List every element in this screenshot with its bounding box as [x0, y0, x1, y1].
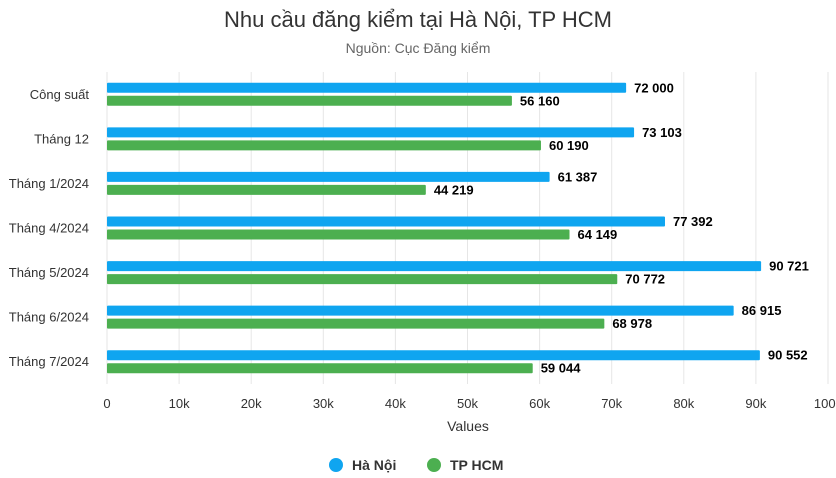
data-label: 56 160	[520, 93, 560, 108]
bar-ha-noi[interactable]	[107, 82, 627, 93]
category-label: Tháng 1/2024	[9, 176, 89, 191]
bar-ha-noi[interactable]	[107, 127, 635, 138]
bar-tp-hcm[interactable]	[107, 274, 618, 285]
bar-tp-hcm[interactable]	[107, 140, 541, 151]
chart-subtitle: Nguồn: Cục Đăng kiểm	[346, 40, 491, 56]
x-tick-label: 20k	[241, 396, 262, 411]
legend-label: Hà Nội	[352, 457, 396, 473]
legend[interactable]: Hà Nội TP HCM	[329, 457, 503, 473]
x-tick-label: 70k	[601, 396, 622, 411]
data-label: 64 149	[578, 227, 618, 242]
data-label: 44 219	[434, 182, 474, 197]
legend-marker	[329, 458, 343, 472]
x-tick-label: 0	[103, 396, 110, 411]
data-label: 70 772	[625, 272, 665, 287]
x-axis-ticks: 0 10k 20k 30k 40k 50k 60k 70k 80k 90k 100k	[103, 396, 836, 411]
bar-ha-noi[interactable]	[107, 261, 762, 272]
bars: 72 000 56 160 73 103 60 190 61 387 44 219 77 3…	[107, 80, 809, 376]
category-label: Tháng 5/2024	[9, 265, 89, 280]
x-tick-label: 50k	[457, 396, 478, 411]
data-label: 59 044	[541, 361, 582, 376]
data-label: 77 392	[673, 214, 713, 229]
bar-tp-hcm[interactable]	[107, 95, 512, 106]
bar-tp-hcm[interactable]	[107, 318, 605, 329]
legend-marker	[427, 458, 441, 472]
category-label: Tháng 4/2024	[9, 221, 89, 236]
bar-tp-hcm[interactable]	[107, 184, 426, 195]
bar-tp-hcm[interactable]	[107, 363, 533, 374]
gridlines	[106, 72, 829, 384]
data-label: 72 000	[634, 80, 674, 95]
data-label: 60 190	[549, 138, 589, 153]
x-tick-label: 80k	[673, 396, 694, 411]
bar-ha-noi[interactable]	[107, 350, 760, 361]
bar-ha-noi[interactable]	[107, 216, 665, 227]
category-label: Công suất	[30, 87, 90, 102]
data-label: 90 721	[769, 259, 809, 274]
bar-ha-noi[interactable]	[107, 171, 550, 182]
bar-ha-noi[interactable]	[107, 305, 734, 316]
data-label: 61 387	[558, 169, 598, 184]
x-tick-label: 40k	[385, 396, 406, 411]
x-tick-label: 10k	[169, 396, 190, 411]
x-tick-label: 30k	[313, 396, 334, 411]
x-tick-label: 100k	[814, 396, 836, 411]
data-label: 86 915	[742, 303, 782, 318]
x-axis-title: Values	[447, 418, 489, 434]
data-label: 90 552	[768, 348, 808, 363]
data-label: 73 103	[642, 125, 682, 140]
data-label: 68 978	[612, 316, 652, 331]
category-labels: Công suất Tháng 12 Tháng 1/2024 Tháng 4/202…	[9, 87, 90, 369]
category-label: Tháng 7/2024	[9, 354, 89, 369]
x-tick-label: 90k	[745, 396, 766, 411]
legend-label: TP HCM	[450, 457, 503, 473]
x-tick-label: 60k	[529, 396, 550, 411]
category-label: Tháng 12	[34, 131, 89, 146]
legend-item-ha-noi[interactable]: Hà Nội	[329, 457, 396, 473]
chart-title: Nhu cầu đăng kiểm tại Hà Nội, TP HCM	[224, 7, 612, 32]
bar-tp-hcm[interactable]	[107, 229, 570, 240]
category-label: Tháng 6/2024	[9, 310, 89, 325]
legend-item-tp-hcm[interactable]: TP HCM	[427, 457, 503, 473]
